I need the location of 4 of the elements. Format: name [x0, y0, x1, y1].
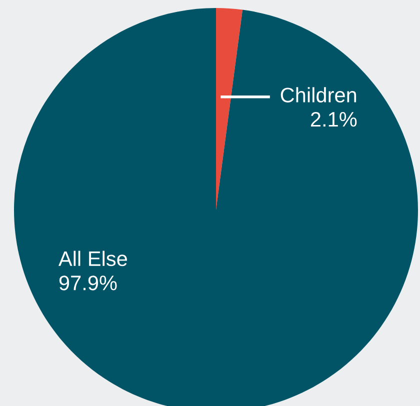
- data-label: 97.9%: [59, 276, 117, 290]
- slice-label: Children: [280, 87, 356, 102]
- data-label: 2.1%: [310, 112, 357, 127]
- slice-label: All Else: [58, 250, 127, 266]
